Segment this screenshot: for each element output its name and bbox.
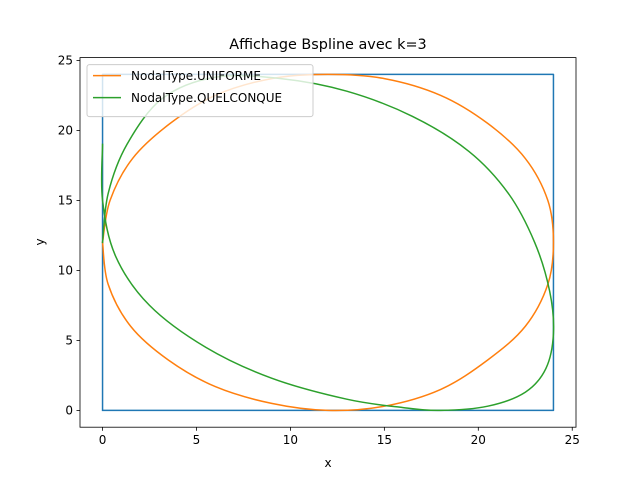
- y-axis-label: y: [33, 238, 47, 245]
- chart-title: Affichage Bspline avec k=3: [229, 37, 426, 53]
- legend-label: NodalType.UNIFORME: [131, 69, 261, 83]
- y-tick-label: 0: [65, 404, 73, 418]
- y-tick-label: 20: [58, 124, 73, 138]
- legend-box: [86, 64, 314, 118]
- legend: NodalType.UNIFORME NodalType.QUELCONQUE: [86, 64, 314, 118]
- y-tick-label: 15: [58, 194, 73, 208]
- y-tick-label: 10: [58, 264, 73, 278]
- x-tick-label: 10: [283, 433, 298, 447]
- series-line-control-polygon: [101, 73, 555, 412]
- x-tick-label: 15: [377, 433, 392, 447]
- x-axis-label: x: [324, 456, 331, 470]
- legend-label: NodalType.QUELCONQUE: [131, 91, 282, 105]
- y-tick-label: 5: [65, 334, 73, 348]
- x-tick-label: 25: [565, 433, 580, 447]
- x-tick-label: 20: [471, 433, 486, 447]
- x-tick-label: 0: [99, 433, 107, 447]
- axes-frame: [79, 57, 577, 428]
- y-axis-ticks: 0 5 10 15 20 25: [58, 54, 80, 418]
- y-tick-label: 25: [58, 54, 73, 68]
- x-axis-ticks: 0 5 10 15 20 25: [99, 427, 580, 447]
- x-tick-label: 5: [193, 433, 201, 447]
